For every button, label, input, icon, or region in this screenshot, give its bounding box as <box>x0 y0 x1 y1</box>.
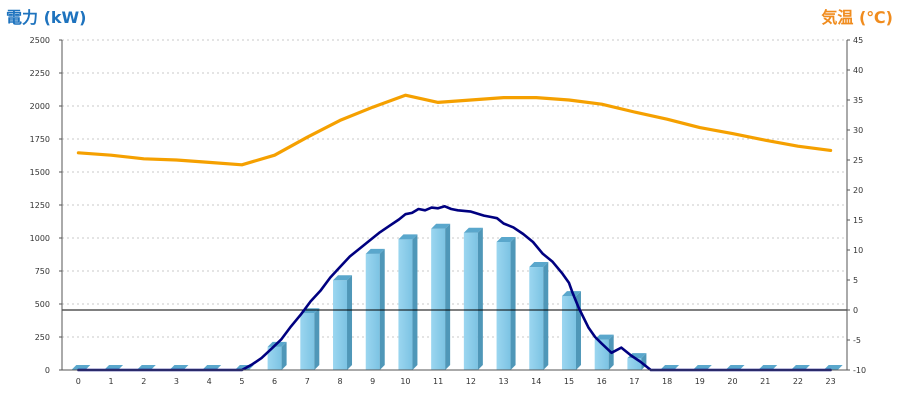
bar-front <box>333 280 348 370</box>
right-tick-label: 35 <box>853 96 863 105</box>
x-tick-label: 17 <box>629 377 639 386</box>
right-tick-label: 10 <box>853 246 863 255</box>
bar-side <box>445 223 451 370</box>
left-tick-label: 2000 <box>30 102 50 111</box>
x-tick-label: 6 <box>272 377 277 386</box>
bar-front <box>431 228 446 370</box>
left-tick-label: 2250 <box>30 69 50 78</box>
tick-labels: 02505007501000125015001750200022502500-1… <box>30 36 866 386</box>
bar-top <box>594 334 614 340</box>
right-axis-title: 気温 (℃) <box>821 8 893 27</box>
bar-side <box>412 234 418 370</box>
bar-top <box>398 234 418 240</box>
bar-side <box>314 308 320 370</box>
bar <box>398 234 418 370</box>
bar-front <box>496 241 511 370</box>
x-tick-label: 22 <box>793 377 803 386</box>
x-tick-label: 15 <box>564 377 574 386</box>
temperature-line <box>76 93 833 167</box>
bar-top <box>529 262 549 268</box>
left-tick-label: 1750 <box>30 135 50 144</box>
x-tick-label: 16 <box>597 377 607 386</box>
bar-front <box>561 296 576 370</box>
bar <box>267 341 287 370</box>
left-axis-title: 電力 (kW) <box>6 8 87 27</box>
x-tick-label: 8 <box>337 377 342 386</box>
x-tick-label: 14 <box>531 377 541 386</box>
bar <box>431 223 451 370</box>
x-tick-label: 1 <box>109 377 114 386</box>
bar <box>365 248 385 370</box>
right-tick-label: 5 <box>853 276 858 285</box>
bar-side <box>347 275 353 370</box>
bar-side <box>281 341 287 370</box>
bar-front <box>398 239 413 370</box>
right-tick-label: 20 <box>853 186 863 195</box>
bar-top <box>431 223 451 229</box>
right-tick-label: 25 <box>853 156 863 165</box>
bar <box>496 236 516 370</box>
line-series <box>76 93 833 372</box>
bar <box>463 227 483 370</box>
x-tick-label: 2 <box>141 377 146 386</box>
bar-side <box>379 248 385 370</box>
bar <box>561 291 581 370</box>
bar-front <box>267 346 282 370</box>
left-tick-label: 0 <box>45 366 50 375</box>
x-tick-label: 13 <box>498 377 508 386</box>
x-tick-label: 7 <box>305 377 310 386</box>
bar-front <box>529 267 544 370</box>
left-tick-label: 1500 <box>30 168 50 177</box>
bar-top <box>496 236 516 242</box>
x-tick-label: 4 <box>207 377 212 386</box>
left-tick-label: 750 <box>35 267 50 276</box>
right-tick-label: 40 <box>853 66 863 75</box>
x-tick-label: 3 <box>174 377 179 386</box>
x-tick-label: 5 <box>239 377 244 386</box>
bar-front <box>300 313 315 370</box>
right-tick-label: 0 <box>853 306 858 315</box>
left-tick-label: 500 <box>35 300 50 309</box>
bar-top <box>365 248 385 254</box>
left-tick-label: 1250 <box>30 201 50 210</box>
power-line <box>77 205 832 372</box>
x-tick-label: 12 <box>466 377 476 386</box>
right-tick-label: -10 <box>853 366 866 375</box>
x-tick-label: 21 <box>760 377 770 386</box>
right-tick-label: -5 <box>853 336 861 345</box>
x-tick-label: 19 <box>695 377 705 386</box>
x-tick-label: 11 <box>433 377 443 386</box>
right-tick-label: 15 <box>853 216 863 225</box>
bar <box>333 275 353 370</box>
bar-front <box>365 253 380 370</box>
left-tick-label: 1000 <box>30 234 50 243</box>
bar <box>300 308 320 370</box>
bar-top <box>561 291 581 297</box>
right-tick-label: 45 <box>853 36 863 45</box>
x-tick-label: 9 <box>370 377 375 386</box>
axes <box>59 39 850 371</box>
x-tick-label: 23 <box>826 377 836 386</box>
left-tick-label: 2500 <box>30 36 50 45</box>
bar-top <box>463 227 483 233</box>
bar-front <box>463 232 478 370</box>
left-tick-label: 250 <box>35 333 50 342</box>
bar-side <box>510 236 516 370</box>
x-tick-label: 18 <box>662 377 672 386</box>
bar-side <box>477 227 483 370</box>
bar <box>529 262 549 370</box>
bar-top <box>333 275 353 281</box>
grid-lines <box>62 39 847 338</box>
bar-series <box>71 223 843 370</box>
x-tick-label: 0 <box>76 377 81 386</box>
bar-front <box>627 358 642 370</box>
x-tick-label: 10 <box>400 377 410 386</box>
bar-side <box>543 262 549 370</box>
right-tick-label: 30 <box>853 126 863 135</box>
x-tick-label: 20 <box>727 377 737 386</box>
